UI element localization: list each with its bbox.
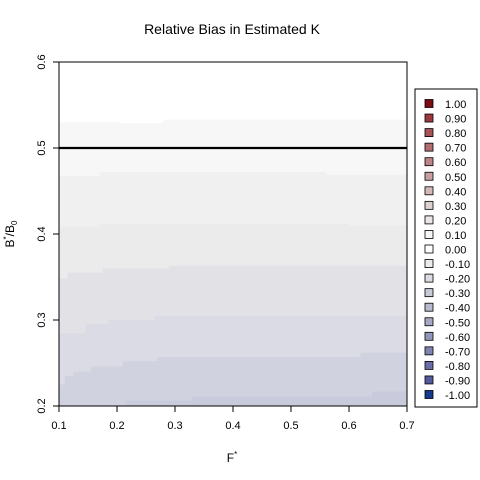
y-tick-label: 0.4 <box>36 226 48 241</box>
legend-label: -0.60 <box>445 332 470 344</box>
y-axis-label-slash: /B <box>3 225 17 236</box>
legend-swatch <box>424 346 434 356</box>
legend-swatch <box>424 200 434 210</box>
legend-swatch <box>424 215 434 225</box>
legend-swatch <box>424 142 434 152</box>
legend-label: -0.50 <box>445 317 470 329</box>
x-tick-label: 0.3 <box>167 420 182 432</box>
contour-band-6 <box>59 391 407 406</box>
legend-swatch <box>424 230 434 239</box>
y-tick-label: 0.6 <box>36 54 48 69</box>
contour-bands <box>59 119 407 406</box>
legend-label: 0.80 <box>445 128 466 140</box>
legend-label: -0.80 <box>445 361 470 373</box>
legend-swatch <box>424 317 434 327</box>
legend: 1.00 0.90 0.80 0.70 0.60 0.50 0.40 0.30 0.20 0.10… <box>414 88 478 408</box>
y-tick-label: 0.3 <box>36 312 48 327</box>
contour-band-5 <box>59 352 407 406</box>
legend-swatch <box>424 273 434 283</box>
x-axis-label-main: F <box>227 451 234 465</box>
y-tick-label: 0.5 <box>36 140 48 155</box>
legend-label: 0.70 <box>445 143 466 155</box>
legend-label: 0.00 <box>445 245 466 257</box>
chart-title: Relative Bias in Estimated K <box>144 21 321 37</box>
legend-swatch <box>424 390 434 399</box>
x-axis-label: F* <box>227 450 237 465</box>
legend-swatch <box>424 360 434 370</box>
legend-label: 0.60 <box>445 157 466 169</box>
legend-label: -0.30 <box>445 288 470 300</box>
y-axis-label-subscript: 0 <box>10 220 19 225</box>
legend-label: 0.30 <box>445 201 466 213</box>
legend-label: 0.40 <box>445 186 466 198</box>
legend-label: 0.20 <box>445 215 466 227</box>
x-tick-label: 0.6 <box>341 420 356 432</box>
legend-label: -1.00 <box>445 390 470 402</box>
legend-swatch <box>424 288 434 298</box>
x-tick-label: 0.2 <box>109 420 124 432</box>
legend-swatch <box>424 171 434 181</box>
y-axis-label: B*/B0 <box>2 220 19 247</box>
legend-label: 0.90 <box>445 114 466 126</box>
y-axis-label-star: * <box>2 236 11 239</box>
legend-label: 0.10 <box>445 230 466 242</box>
x-axis: 0.1 0.2 0.3 0.4 0.5 0.6 0.7 <box>51 406 415 432</box>
x-tick-label: 0.7 <box>399 420 414 432</box>
legend-swatch <box>424 302 434 312</box>
y-tick-label: 0.2 <box>36 398 48 413</box>
legend-items: 1.00 0.90 0.80 0.70 0.60 0.50 0.40 0.30 0.20 0.10… <box>424 99 470 402</box>
legend-label: -0.90 <box>445 375 470 387</box>
legend-label: 1.00 <box>445 99 466 111</box>
legend-swatch <box>424 186 434 196</box>
x-tick-label: 0.4 <box>225 420 240 432</box>
y-axis-label-b: B <box>3 239 17 247</box>
x-tick-label: 0.1 <box>51 420 66 432</box>
legend-swatch <box>424 375 434 385</box>
legend-swatch <box>424 259 434 268</box>
plot-area <box>58 61 408 407</box>
legend-swatch <box>424 113 434 123</box>
legend-label: -0.40 <box>445 303 470 315</box>
legend-label: 0.50 <box>445 172 466 184</box>
legend-swatch <box>424 99 434 108</box>
legend-swatch <box>424 157 434 167</box>
y-axis: 0.2 0.3 0.4 0.5 0.6 <box>36 54 59 414</box>
legend-swatch <box>424 128 434 138</box>
legend-swatch <box>424 244 434 254</box>
legend-label: -0.20 <box>445 274 470 286</box>
x-tick-label: 0.5 <box>283 420 298 432</box>
legend-label: -0.70 <box>445 346 470 358</box>
legend-swatch <box>424 331 434 341</box>
legend-label: -0.10 <box>445 259 470 271</box>
x-axis-label-superscript: * <box>234 450 237 459</box>
